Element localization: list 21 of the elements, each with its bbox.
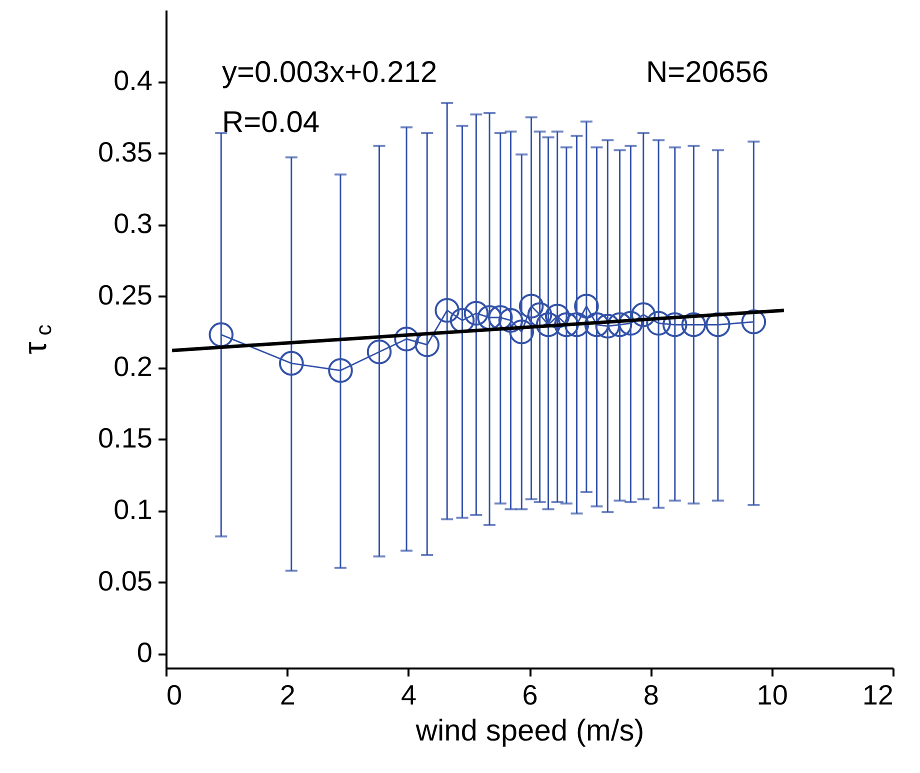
x-axis-title: wind speed (m/s) <box>414 714 644 748</box>
annotation: R=0.04 <box>222 106 320 139</box>
annotation: N=20656 <box>646 56 769 89</box>
y-tick-label: 0.25 <box>98 280 152 311</box>
x-tick-label: 2 <box>280 680 296 710</box>
x-tick-label: 10 <box>756 680 788 710</box>
y-axis-title: τc <box>17 324 56 354</box>
y-tick-label: 0.4 <box>114 65 152 96</box>
x-tick-label: 6 <box>522 680 538 710</box>
y-tick-label: 0.15 <box>98 422 152 454</box>
annotation: y=0.003x+0.212 <box>222 56 438 89</box>
y-tick-label: 0.35 <box>98 136 152 168</box>
x-tick-label: 12 <box>862 680 894 710</box>
x-tick-label: 8 <box>643 680 659 710</box>
y-tick-label: 0.3 <box>114 208 152 240</box>
y-tick-label: 0.1 <box>114 494 152 526</box>
y-tick-label: 0.05 <box>98 566 152 597</box>
y-tick-label: 0 <box>136 637 152 668</box>
y-tick-label: 0.2 <box>114 351 152 382</box>
x-tick-label: 4 <box>401 680 417 710</box>
x-tick-label: 0 <box>166 680 182 710</box>
